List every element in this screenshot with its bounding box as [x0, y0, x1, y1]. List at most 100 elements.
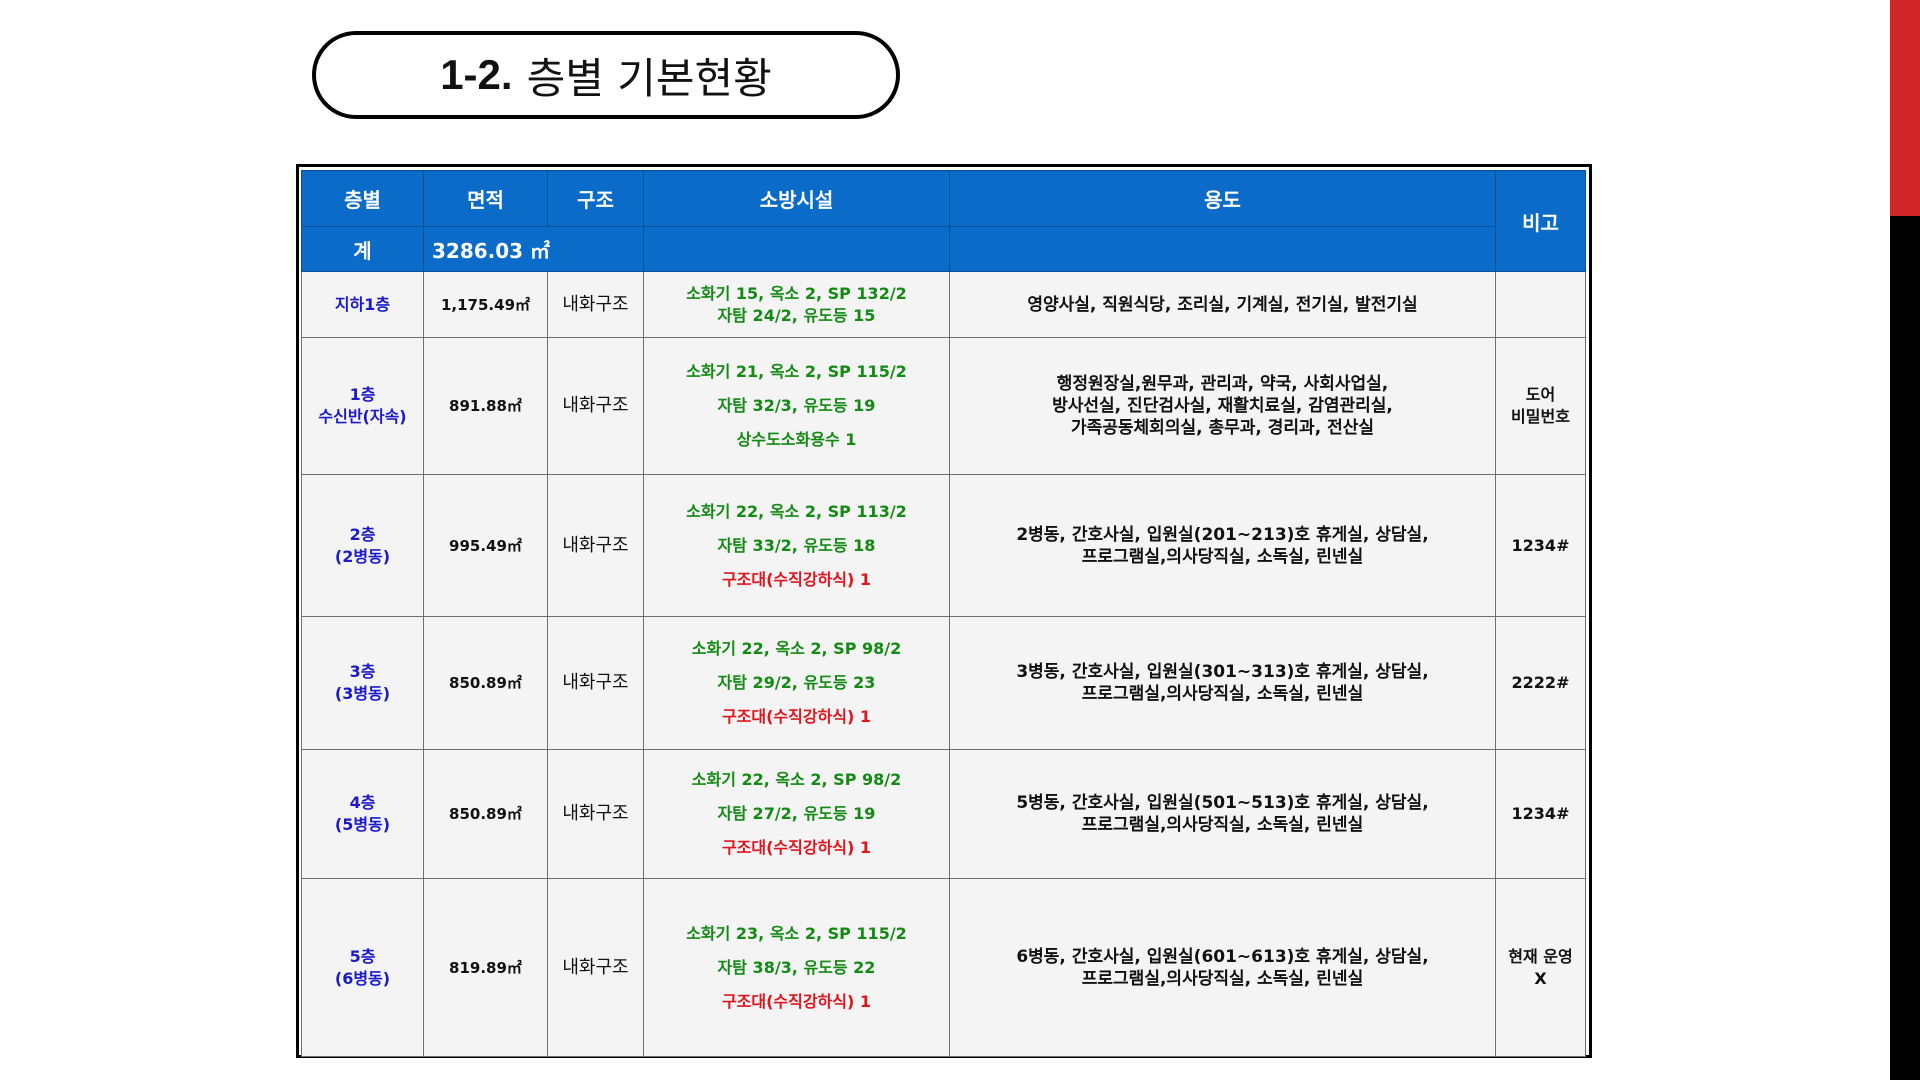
- cell-facility: 소화기 22, 옥소 2, SP 113/2 자탐 33/2, 유도등 18 구조대…: [643, 474, 950, 617]
- cell-floor: 5층 (6병동): [301, 878, 424, 1057]
- cell-area: 850.89㎡: [423, 616, 548, 750]
- cell-note: 현재 운영 X: [1495, 878, 1586, 1057]
- usage-line: 방사선실, 진단검사실, 재활치료실, 감염관리실,: [1052, 396, 1393, 416]
- cell-structure: 내화구조: [547, 337, 644, 475]
- cell-structure: 내화구조: [547, 271, 644, 338]
- usage-line: 6병동, 간호사실, 입원실(601~613)호 휴게실, 상담실,: [1016, 946, 1429, 967]
- cell-usage: 6병동, 간호사실, 입원실(601~613)호 휴게실, 상담실, 프로그램실,…: [949, 878, 1496, 1057]
- facility-line: 자탐 24/2, 유도등 15: [717, 305, 876, 325]
- facility-line: 소화기 22, 옥소 2, SP 98/2: [691, 770, 902, 789]
- floor-label: (6병동): [334, 968, 391, 988]
- floor-label: 4층: [349, 793, 376, 812]
- note-line: 비밀번호: [1511, 407, 1570, 426]
- floor-label: 지하1층: [334, 294, 391, 314]
- facility-line: 소화기 22, 옥소 2, SP 113/2: [686, 501, 907, 521]
- cell-facility: 소화기 23, 옥소 2, SP 115/2 자탐 38/3, 유도등 22 구조대…: [643, 878, 950, 1057]
- table-row: 5층 (6병동) 819.89㎡ 내화구조 소화기 23, 옥소 2, SP 115/2…: [301, 878, 1586, 1057]
- usage-line: 2병동, 간호사실, 입원실(201~213)호 휴게실, 상담실,: [1016, 524, 1429, 545]
- facility-line: 소화기 22, 옥소 2, SP 98/2: [691, 639, 902, 658]
- usage-line: 3병동, 간호사실, 입원실(301~313)호 휴게실, 상담실,: [1016, 662, 1429, 682]
- cell-floor: 4층 (5병동): [301, 749, 424, 879]
- facility-line: 소화기 23, 옥소 2, SP 115/2: [686, 923, 907, 943]
- note-line: 현재 운영: [1508, 946, 1573, 966]
- cell-area: 891.88㎡: [423, 337, 548, 475]
- floor-label: 2층: [349, 524, 376, 544]
- facility-line: 상수도소화용수 1: [736, 430, 857, 449]
- cell-floor: 2층 (2병동): [301, 474, 424, 617]
- table-body: 지하1층 1,175.49㎡ 내화구조 소화기 15, 옥소 2, SP 132/2 자…: [301, 271, 1586, 1057]
- cell-structure: 내화구조: [547, 474, 644, 617]
- facility-line: 자탐 27/2, 유도등 19: [717, 804, 876, 823]
- title-text: 층별 기본현황: [526, 53, 772, 103]
- floor-label: (5병동): [334, 815, 391, 834]
- floor-label: 1층: [349, 385, 376, 404]
- header-usage: 용도: [949, 170, 1496, 227]
- facility-rescue-line: 구조대(수직강하식) 1: [721, 569, 872, 589]
- cell-area: 1,175.49㎡: [423, 271, 548, 338]
- cell-floor: 3층 (3병동): [301, 616, 424, 750]
- table-row: 1층 수신반(자속) 891.88㎡ 내화구조 소화기 21, 옥소 2, SP 115…: [301, 337, 1586, 475]
- usage-line: 5병동, 간호사실, 입원실(501~513)호 휴게실, 상담실,: [1016, 793, 1429, 813]
- table-row: 지하1층 1,175.49㎡ 내화구조 소화기 15, 옥소 2, SP 132/2 자…: [301, 271, 1586, 338]
- floor-status-table: 층별 면적 구조 소방시설 용도 비고 계 3286.03 ㎡ 지하1층 1,17…: [301, 170, 1586, 1057]
- floor-label: (2병동): [334, 546, 391, 566]
- floor-label: (3병동): [334, 684, 391, 703]
- cell-usage: 2병동, 간호사실, 입원실(201~213)호 휴게실, 상담실, 프로그램실,…: [949, 474, 1496, 617]
- note-line: X: [1534, 968, 1547, 988]
- usage-line: 행정원장실,원무과, 관리과, 약국, 사회사업실,: [1056, 374, 1389, 394]
- usage-line: 가족공동체회의실, 총무과, 경리과, 전산실: [1070, 418, 1374, 438]
- cell-area: 995.49㎡: [423, 474, 548, 617]
- cell-usage: 행정원장실,원무과, 관리과, 약국, 사회사업실, 방사선실, 진단검사실, 재…: [949, 337, 1496, 475]
- facility-rescue-line: 구조대(수직강하식) 1: [721, 991, 872, 1011]
- table-row: 3층 (3병동) 850.89㎡ 내화구조 소화기 22, 옥소 2, SP 98/2 자…: [301, 616, 1586, 750]
- header-floor: 층별: [301, 170, 424, 227]
- cell-facility: 소화기 21, 옥소 2, SP 115/2 자탐 32/3, 유도등 19 상수도…: [643, 337, 950, 475]
- cell-structure: 내화구조: [547, 616, 644, 750]
- cell-note: [1495, 271, 1586, 338]
- side-accent-black: [1890, 216, 1920, 1080]
- usage-line: 영양사실, 직원식당, 조리실, 기계실, 전기실, 발전기실: [1027, 294, 1418, 315]
- usage-line: 프로그램실,의사당직실, 소독실, 린넨실: [1081, 684, 1364, 704]
- cell-note: 1234#: [1495, 749, 1586, 879]
- note-line: 1234#: [1511, 804, 1570, 823]
- cell-area: 850.89㎡: [423, 749, 548, 879]
- cell-structure: 내화구조: [547, 749, 644, 879]
- facility-line: 자탐 38/3, 유도등 22: [717, 957, 876, 977]
- cell-facility: 소화기 15, 옥소 2, SP 132/2 자탐 24/2, 유도등 15: [643, 271, 950, 338]
- cell-facility: 소화기 22, 옥소 2, SP 98/2 자탐 29/2, 유도등 23 구조대(…: [643, 616, 950, 750]
- cell-structure: 내화구조: [547, 878, 644, 1057]
- cell-note: 1234#: [1495, 474, 1586, 617]
- usage-line: 프로그램실,의사당직실, 소독실, 린넨실: [1081, 968, 1364, 989]
- facility-line: 자탐 33/2, 유도등 18: [717, 535, 876, 555]
- floor-label: 5층: [349, 946, 376, 966]
- cell-area: 819.89㎡: [423, 878, 548, 1057]
- facility-line: 자탐 32/3, 유도등 19: [717, 396, 876, 415]
- facility-line: 자탐 29/2, 유도등 23: [717, 673, 876, 692]
- header-structure: 구조: [547, 170, 644, 227]
- title-number: 1-2.: [440, 51, 513, 98]
- table-row: 2층 (2병동) 995.49㎡ 내화구조 소화기 22, 옥소 2, SP 113/2…: [301, 474, 1586, 617]
- floor-label: 수신반(자속): [318, 407, 407, 426]
- total-usage-empty: [949, 226, 1496, 272]
- cell-usage: 영양사실, 직원식당, 조리실, 기계실, 전기실, 발전기실: [949, 271, 1496, 338]
- total-label: 계: [301, 226, 424, 272]
- header-note: 비고: [1495, 170, 1586, 272]
- cell-usage: 5병동, 간호사실, 입원실(501~513)호 휴게실, 상담실, 프로그램실,…: [949, 749, 1496, 879]
- cell-facility: 소화기 22, 옥소 2, SP 98/2 자탐 27/2, 유도등 19 구조대(…: [643, 749, 950, 879]
- note-line: 2222#: [1511, 673, 1570, 692]
- facility-line: 소화기 15, 옥소 2, SP 132/2: [686, 283, 907, 303]
- floor-label: 3층: [349, 662, 376, 681]
- facility-rescue-line: 구조대(수직강하식) 1: [721, 838, 872, 857]
- page-title: 1-2. 층별 기본현황: [312, 31, 900, 119]
- cell-usage: 3병동, 간호사실, 입원실(301~313)호 휴게실, 상담실, 프로그램실,…: [949, 616, 1496, 750]
- cell-floor: 지하1층: [301, 271, 424, 338]
- total-facility-empty: [643, 226, 950, 272]
- cell-note: 도어 비밀번호: [1495, 337, 1586, 475]
- header-facility: 소방시설: [643, 170, 950, 227]
- facility-rescue-line: 구조대(수직강하식) 1: [721, 707, 872, 726]
- facility-line: 소화기 21, 옥소 2, SP 115/2: [686, 362, 907, 381]
- usage-line: 프로그램실,의사당직실, 소독실, 린넨실: [1081, 546, 1364, 567]
- note-line: 1234#: [1511, 535, 1570, 555]
- usage-line: 프로그램실,의사당직실, 소독실, 린넨실: [1081, 815, 1364, 835]
- cell-note: 2222#: [1495, 616, 1586, 750]
